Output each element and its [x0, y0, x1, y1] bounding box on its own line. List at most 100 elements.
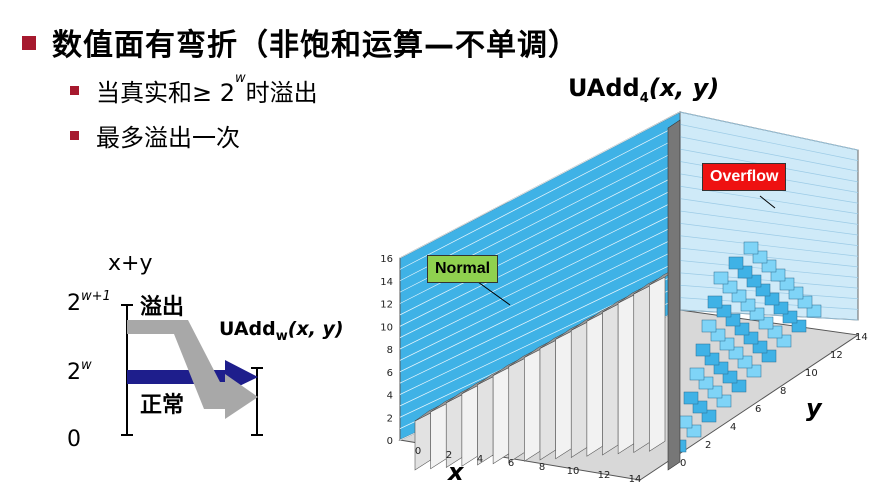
- normal-step-face: [602, 303, 619, 456]
- y-tick-label: 12: [830, 350, 843, 361]
- side-wall-grid-line: [679, 272, 859, 289]
- overflow-step: [707, 295, 723, 309]
- normal-callout: Normal: [427, 255, 499, 283]
- normal-step-face: [649, 276, 666, 452]
- tick-2w1-sup: w+1: [81, 289, 111, 304]
- wall-grid-line: [399, 260, 681, 395]
- y-tick-label: 14: [855, 332, 868, 343]
- y-axis-ticks: 0 2 4 6 8 10 12 14: [680, 332, 868, 469]
- x-tick-label: 10: [567, 466, 580, 477]
- overflow-step: [728, 256, 744, 270]
- normal-step-face: [477, 376, 494, 466]
- tick-2w1-base: 2: [67, 291, 81, 316]
- tick-2w1-label: 2w+1: [67, 289, 111, 316]
- normal-step-face: [555, 330, 572, 460]
- overflow-step: [713, 271, 729, 285]
- wall-grid-line: [399, 173, 681, 316]
- z-tick-label: 0: [387, 436, 393, 447]
- uadd-w-sub: w: [275, 329, 288, 344]
- side-wall-grid-line: [679, 247, 859, 268]
- wall-grid-line: [399, 210, 681, 350]
- z-tick-label: 6: [387, 368, 393, 379]
- overflow-arrow: [127, 320, 258, 419]
- y-tick-label: 0: [680, 458, 686, 469]
- x-axis-ticks: 0 2 4 6 8 10 12 14: [415, 446, 642, 485]
- normal-step-face: [524, 349, 541, 462]
- x-tick-label: 2: [446, 450, 452, 461]
- wall-grid-line: [399, 223, 681, 361]
- tick-zero-label: 0: [67, 427, 81, 452]
- normal-step-face: [539, 339, 556, 461]
- normal-step-face: [586, 312, 603, 457]
- uadd-w-args: (x, y): [287, 318, 344, 340]
- x-tick-label: 8: [539, 462, 545, 473]
- side-wall-grid-line: [679, 198, 859, 225]
- normal-region-steps: [414, 266, 680, 471]
- plot-title-args: (x, y): [648, 74, 720, 102]
- bullet-2: 最多溢出一次: [96, 124, 240, 152]
- normal-label: 正常: [140, 393, 185, 418]
- uadd-w-main: UAdd: [219, 318, 276, 340]
- title-bullet: [22, 36, 36, 50]
- normal-step-face: [633, 285, 650, 454]
- plot-title: UAdd4(x, y): [568, 74, 720, 106]
- normal-step-face: [414, 412, 431, 471]
- side-wall-grid-line: [679, 136, 859, 172]
- z-tick-label: 2: [387, 413, 393, 424]
- right-axis-bracket: [251, 367, 263, 436]
- z-tick-label: 10: [380, 322, 393, 333]
- normal-step-face: [461, 385, 478, 467]
- overflow-step: [689, 367, 705, 381]
- z-tick-label: 14: [380, 277, 393, 288]
- y-tick-label: 8: [780, 386, 786, 397]
- normal-callout-pointer: [477, 281, 511, 306]
- y-tick-label: 6: [755, 404, 761, 415]
- normal-step-face: [508, 358, 525, 464]
- tick-2w-base: 2: [67, 360, 81, 385]
- x-tick-label: 6: [508, 458, 514, 469]
- z-tick-label: 12: [380, 300, 393, 311]
- overflow-callout: Overflow: [702, 163, 787, 191]
- y-tick-label: 4: [730, 422, 736, 433]
- side-wall-grid-line: [679, 309, 859, 321]
- side-wall-grid-line: [679, 111, 859, 151]
- wall-grid-line: [399, 124, 681, 270]
- overflow-region-steps: [667, 119, 822, 471]
- uadd-w-label: UAddw(x, y): [219, 318, 344, 344]
- plot-title-sub: 4: [639, 91, 649, 106]
- slide-title: 数值面有弯折（非饱和运算—不单调）: [52, 28, 579, 63]
- z-axis-ticks: 0 2 4 6 8 10 12 14 16: [380, 254, 393, 447]
- side-wall-grid-line: [679, 124, 859, 161]
- tick-2w-sup: w: [81, 358, 92, 373]
- bullet-1: 当真实和≥ 2w时溢出: [96, 71, 318, 108]
- plot-title-main: UAdd: [568, 74, 640, 102]
- side-wall-grid-line: [679, 223, 859, 246]
- xy-label: x+y: [108, 251, 153, 276]
- side-wall-grid-line: [679, 210, 859, 236]
- x-tick-label: 12: [598, 470, 611, 481]
- normal-step-face: [430, 403, 447, 470]
- y-tick-label: 10: [805, 368, 818, 379]
- normal-step-face: [492, 367, 510, 465]
- z-tick-label: 4: [387, 391, 393, 402]
- wall-grid-line: [399, 198, 681, 338]
- normal-step-face: [617, 294, 635, 455]
- wall-grid-line: [399, 235, 681, 373]
- y-axis-label: y: [806, 394, 822, 422]
- wall-grid-line: [399, 185, 681, 327]
- wall-grid-line: [399, 111, 681, 259]
- overflow-step: [701, 319, 717, 333]
- overflow-step: [743, 241, 759, 255]
- bullet-marker-2: [70, 131, 79, 140]
- z-tick-label: 16: [380, 254, 393, 265]
- bullet-marker-1: [70, 86, 79, 95]
- tick-2w-label: 2w: [67, 358, 92, 385]
- normal-step-face: [570, 321, 588, 459]
- overflow-callout-pointer: [759, 195, 776, 209]
- bullet-1-text-b: 时溢出: [245, 79, 318, 107]
- z-tick-label: 8: [387, 345, 393, 356]
- side-wall-grid-line: [679, 235, 859, 257]
- y-tick-label: 2: [705, 440, 711, 451]
- bullet-1-text-a: 当真实和≥ 2: [96, 79, 236, 107]
- x-axis-label: x: [448, 458, 464, 486]
